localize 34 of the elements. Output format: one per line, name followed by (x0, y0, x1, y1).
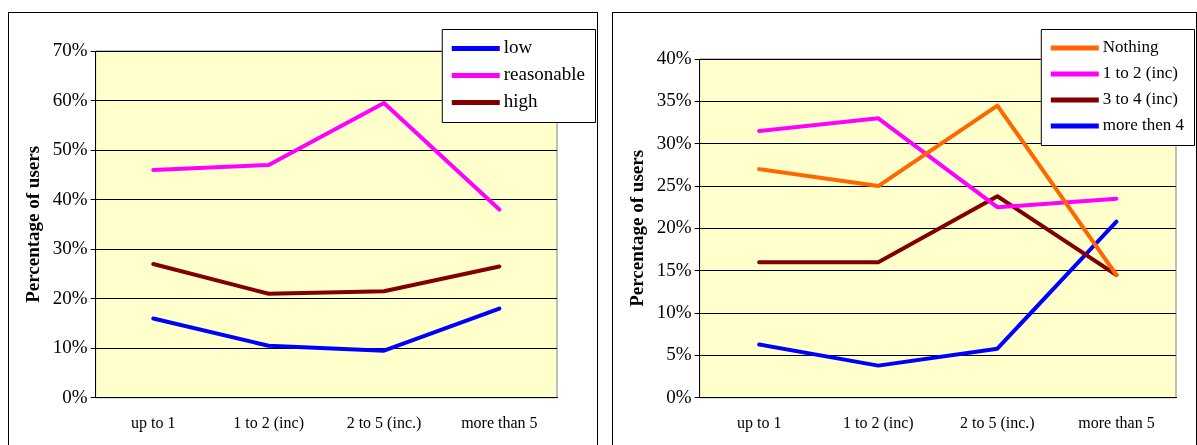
y-tick-label: 25% (656, 174, 692, 196)
y-tick-label: 20% (52, 286, 88, 308)
x-tick-label: up to 1 (736, 413, 782, 432)
legend-label: low (503, 36, 533, 58)
y-tick-label: 0% (666, 385, 692, 407)
legend-label: 1 to 2 (inc) (1102, 63, 1178, 83)
legend-label: high (503, 90, 539, 112)
y-tick-label: 30% (52, 237, 88, 259)
legend-label: reasonable (503, 63, 585, 85)
x-tick-label: more than 5 (461, 413, 538, 431)
y-tick-label: 50% (52, 138, 88, 160)
y-axis-title: Percentage of users (22, 145, 44, 303)
y-axis-title: Percentage of users (626, 149, 648, 307)
x-tick-label: up to 1 (131, 413, 176, 432)
x-tick-label: more than 5 (1078, 413, 1155, 431)
y-tick-label: 10% (52, 336, 88, 358)
legend-label: 3 to 4 (inc) (1102, 89, 1178, 109)
y-tick-label: 60% (52, 88, 88, 110)
legend-label: more then 4 (1102, 115, 1185, 135)
y-tick-label: 15% (656, 258, 692, 280)
x-tick-label: 1 to 2 (inc) (233, 413, 304, 432)
y-tick-label: 0% (62, 385, 88, 407)
y-tick-label: 5% (666, 343, 692, 365)
y-tick-label: 70% (52, 38, 88, 60)
y-tick-label: 40% (656, 46, 692, 68)
y-tick-label: 40% (52, 187, 88, 209)
y-tick-label: 35% (656, 89, 692, 111)
legend-label: Nothing (1102, 37, 1160, 57)
x-tick-label: 2 to 5 (inc.) (960, 413, 1035, 432)
y-tick-label: 20% (656, 216, 692, 238)
x-tick-label: 2 to 5 (inc.) (346, 413, 422, 432)
y-tick-label: 30% (656, 131, 692, 153)
x-tick-label: 1 to 2 (inc) (842, 413, 914, 432)
y-tick-label: 10% (656, 301, 692, 323)
